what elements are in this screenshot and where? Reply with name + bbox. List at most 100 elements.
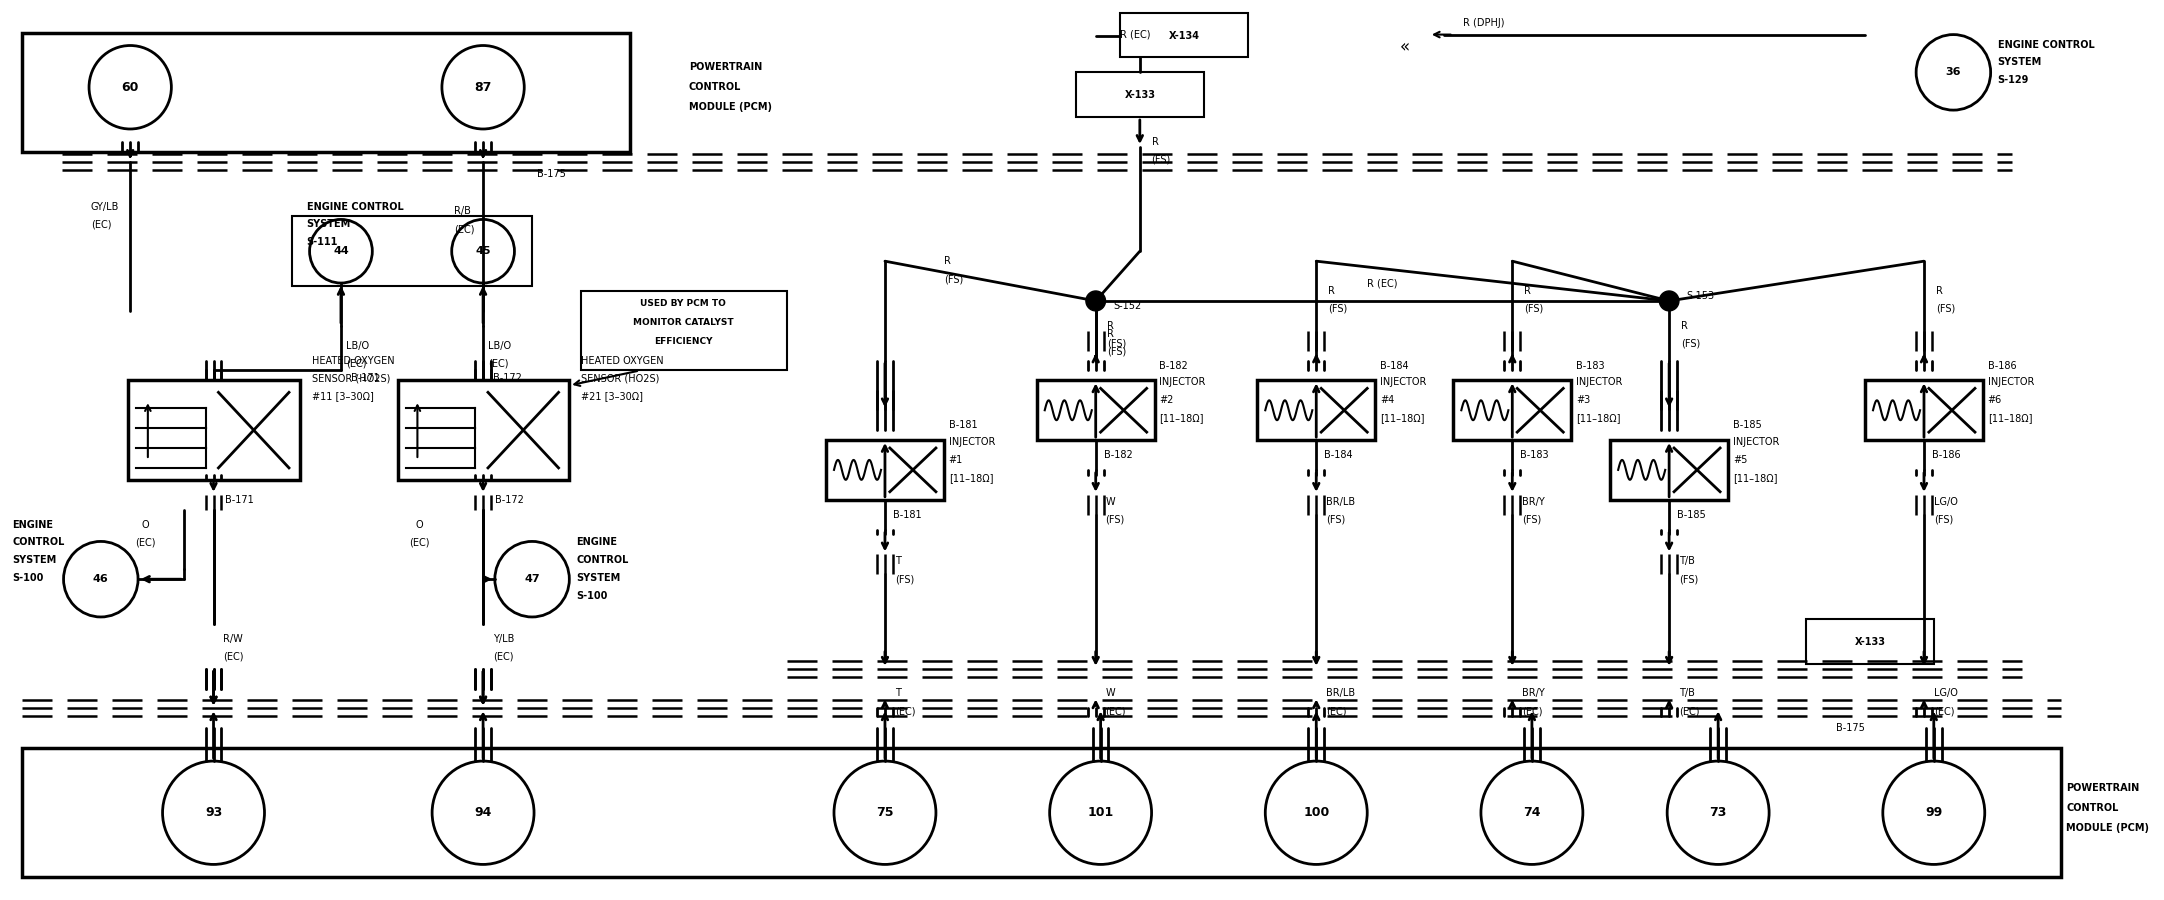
Text: R: R	[1523, 286, 1530, 296]
Text: (FS): (FS)	[944, 274, 963, 284]
Circle shape	[63, 542, 138, 617]
Text: B-171: B-171	[351, 374, 379, 383]
Text: (EC): (EC)	[91, 220, 113, 230]
Text: R: R	[1108, 328, 1114, 338]
Bar	[22, 32, 630, 152]
Text: 73: 73	[1710, 806, 1727, 819]
Text: #1: #1	[948, 454, 963, 465]
Text: HEATED OXYGEN: HEATED OXYGEN	[582, 356, 664, 365]
Text: R/B: R/B	[454, 206, 470, 217]
Text: S-129: S-129	[1997, 76, 2030, 86]
Bar	[292, 217, 532, 286]
Text: LG/O: LG/O	[1935, 497, 1958, 507]
Text: ENGINE: ENGINE	[13, 519, 54, 529]
Circle shape	[1050, 761, 1151, 864]
Bar	[1076, 72, 1203, 117]
Text: SYSTEM: SYSTEM	[1997, 58, 2043, 68]
Text: SYSTEM: SYSTEM	[13, 555, 56, 565]
Text: R: R	[1681, 320, 1688, 331]
Text: ENGINE: ENGINE	[576, 537, 617, 547]
Text: 45: 45	[476, 247, 491, 256]
Text: [11–18Ω]: [11–18Ω]	[1733, 472, 1777, 482]
Bar	[1454, 381, 1571, 440]
Text: USED BY PCM TO: USED BY PCM TO	[641, 300, 725, 309]
Text: 94: 94	[474, 806, 491, 819]
Text: S-100: S-100	[13, 573, 43, 583]
Circle shape	[162, 761, 264, 864]
Bar	[827, 440, 944, 500]
Text: (EC): (EC)	[1679, 706, 1699, 716]
Text: (FS): (FS)	[1108, 346, 1127, 356]
Text: T/B: T/B	[1679, 556, 1694, 566]
Text: (EC): (EC)	[493, 652, 513, 662]
Text: B-186: B-186	[1932, 450, 1961, 460]
Text: GY/LB: GY/LB	[91, 202, 119, 211]
Text: Y/LB: Y/LB	[493, 634, 515, 643]
Text: (FS): (FS)	[1681, 338, 1701, 348]
Text: «: «	[1400, 39, 1409, 57]
Text: S-153: S-153	[1686, 291, 1714, 301]
Text: #21 [3–30Ω]: #21 [3–30Ω]	[582, 392, 643, 401]
Text: W: W	[1106, 497, 1114, 507]
Text: X-133: X-133	[1855, 637, 1885, 647]
Text: [11–18Ω]: [11–18Ω]	[1575, 413, 1621, 423]
Text: SYSTEM: SYSTEM	[307, 220, 351, 230]
Text: INJECTOR: INJECTOR	[1733, 437, 1779, 447]
Text: (FS): (FS)	[1679, 574, 1699, 584]
Text: (EC): (EC)	[1327, 706, 1346, 716]
Text: MODULE (PCM): MODULE (PCM)	[688, 102, 773, 112]
Text: 60: 60	[121, 81, 138, 94]
Text: (FS): (FS)	[1108, 338, 1127, 348]
Circle shape	[1086, 291, 1106, 310]
Bar	[1037, 381, 1156, 440]
Text: R: R	[1937, 286, 1943, 296]
Text: INJECTOR: INJECTOR	[1381, 377, 1426, 387]
Text: (EC): (EC)	[346, 358, 366, 368]
Text: BR/LB: BR/LB	[1327, 688, 1355, 698]
Text: #4: #4	[1381, 395, 1394, 405]
Text: MONITOR CATALYST: MONITOR CATALYST	[632, 319, 734, 328]
Text: R (EC): R (EC)	[1368, 278, 1398, 288]
Bar	[1610, 440, 1727, 500]
Text: B-181: B-181	[894, 509, 922, 519]
Text: S-111: S-111	[307, 238, 338, 248]
Text: B-184: B-184	[1324, 450, 1352, 460]
Text: 46: 46	[93, 574, 108, 584]
Text: 36: 36	[1945, 68, 1961, 77]
Text: (FS): (FS)	[1106, 515, 1125, 525]
Text: 75: 75	[876, 806, 894, 819]
Text: INJECTOR: INJECTOR	[1989, 377, 2034, 387]
Text: BR/Y: BR/Y	[1521, 497, 1545, 507]
Text: B-181: B-181	[948, 420, 978, 430]
Text: (EC): (EC)	[134, 537, 156, 547]
Text: EFFICIENCY: EFFICIENCY	[654, 338, 712, 346]
Text: B-171: B-171	[225, 495, 253, 505]
Text: #2: #2	[1160, 395, 1173, 405]
Text: BR/Y: BR/Y	[1521, 688, 1545, 698]
Text: #6: #6	[1989, 395, 2002, 405]
Text: 100: 100	[1303, 806, 1329, 819]
Circle shape	[1266, 761, 1368, 864]
Circle shape	[1666, 761, 1770, 864]
Text: B-183: B-183	[1519, 450, 1549, 460]
Bar	[1865, 381, 1982, 440]
Circle shape	[309, 220, 372, 283]
Text: (EC): (EC)	[409, 537, 431, 547]
Text: B-182: B-182	[1160, 361, 1188, 371]
Text: R: R	[1151, 137, 1158, 147]
Text: R: R	[1108, 320, 1114, 331]
Text: BR/LB: BR/LB	[1327, 497, 1355, 507]
Text: B-172: B-172	[496, 495, 524, 505]
Bar	[1257, 381, 1374, 440]
Text: T: T	[894, 688, 900, 698]
Text: R (DPHJ): R (DPHJ)	[1463, 18, 1504, 28]
Text: T: T	[894, 556, 900, 566]
Text: [11–18Ω]: [11–18Ω]	[1160, 413, 1203, 423]
Text: R/W: R/W	[223, 634, 242, 643]
Text: LB/O: LB/O	[487, 340, 511, 351]
Circle shape	[833, 761, 937, 864]
Text: LG/O: LG/O	[1935, 688, 1958, 698]
Text: (FS): (FS)	[1329, 304, 1348, 314]
Text: (FS): (FS)	[894, 574, 913, 584]
Text: #5: #5	[1733, 454, 1746, 465]
